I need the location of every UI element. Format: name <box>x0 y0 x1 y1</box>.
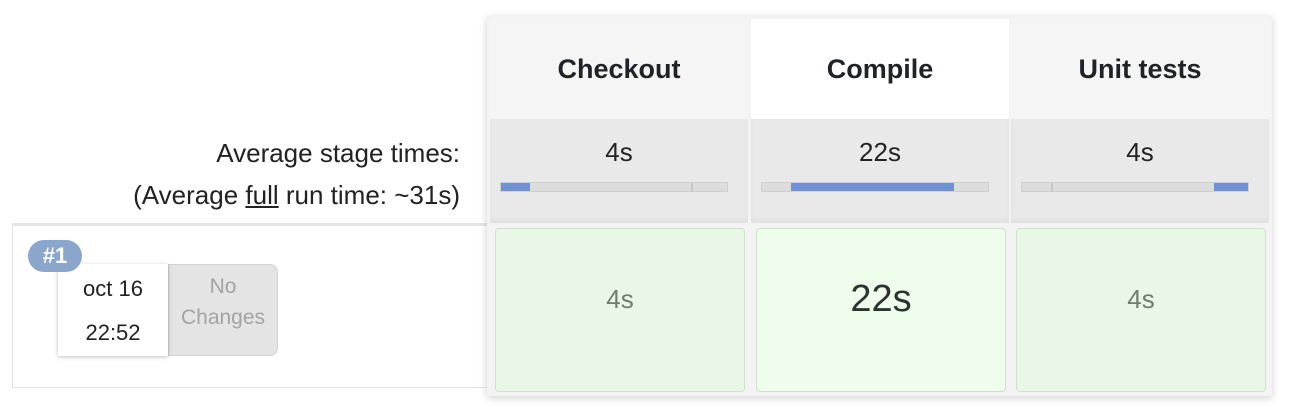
stage-average-compile: 22s <box>751 119 1009 223</box>
changes-card[interactable]: No Changes <box>168 264 278 356</box>
build-number-badge[interactable]: #1 <box>28 240 82 272</box>
average-progress-fill <box>1214 183 1248 191</box>
stage-average-time: 22s <box>859 137 901 167</box>
stage-column-unit-tests: Unit tests 4s 4s <box>1011 16 1269 396</box>
changes-line-2: Changes <box>180 306 266 329</box>
average-progress-fill <box>501 183 531 191</box>
average-progress-bar <box>500 182 728 192</box>
stage-run-cell-checkout[interactable]: 4s <box>495 228 745 392</box>
stage-header-compile[interactable]: Compile <box>751 19 1009 119</box>
stage-average-unit-tests: 4s <box>1011 119 1269 223</box>
average-stage-times-label: Average stage times: <box>216 138 460 168</box>
full-run-suffix: run time: ~31s) <box>278 180 460 210</box>
stage-average-checkout: 4s <box>490 119 748 223</box>
stage-table: Checkout 4s 4s Compile 22s 22s Unit test… <box>487 16 1272 396</box>
stage-average-time: 4s <box>1126 137 1154 167</box>
average-progress-fill <box>791 183 955 191</box>
stage-average-time: 4s <box>605 137 633 167</box>
summary-divider <box>12 223 490 226</box>
average-full-run-time: (Average full run time: ~31s) <box>0 174 460 216</box>
stage-run-cell-unit-tests[interactable]: 4s <box>1016 228 1266 392</box>
full-run-prefix: (Average <box>133 180 246 210</box>
changes-line-1: No <box>209 275 237 298</box>
stage-run-cell-compile[interactable]: 22s <box>756 228 1006 392</box>
stage-header-unit-tests[interactable]: Unit tests <box>1011 19 1269 119</box>
average-progress-tick <box>690 183 693 191</box>
stage-column-compile: Compile 22s 22s <box>751 16 1009 396</box>
average-summary: Average stage times: (Average full run t… <box>0 132 460 216</box>
build-date: oct 16 <box>83 276 143 301</box>
average-progress-bar <box>761 182 989 192</box>
stage-header-checkout[interactable]: Checkout <box>490 19 748 119</box>
full-run-link[interactable]: full <box>245 180 279 210</box>
build-row <box>12 226 490 388</box>
average-progress-tick <box>1051 183 1054 191</box>
stage-column-checkout: Checkout 4s 4s <box>490 16 748 396</box>
build-date-card[interactable]: oct 16 22:52 <box>58 264 168 356</box>
average-progress-bar <box>1021 182 1249 192</box>
build-time: 22:52 <box>85 320 141 345</box>
